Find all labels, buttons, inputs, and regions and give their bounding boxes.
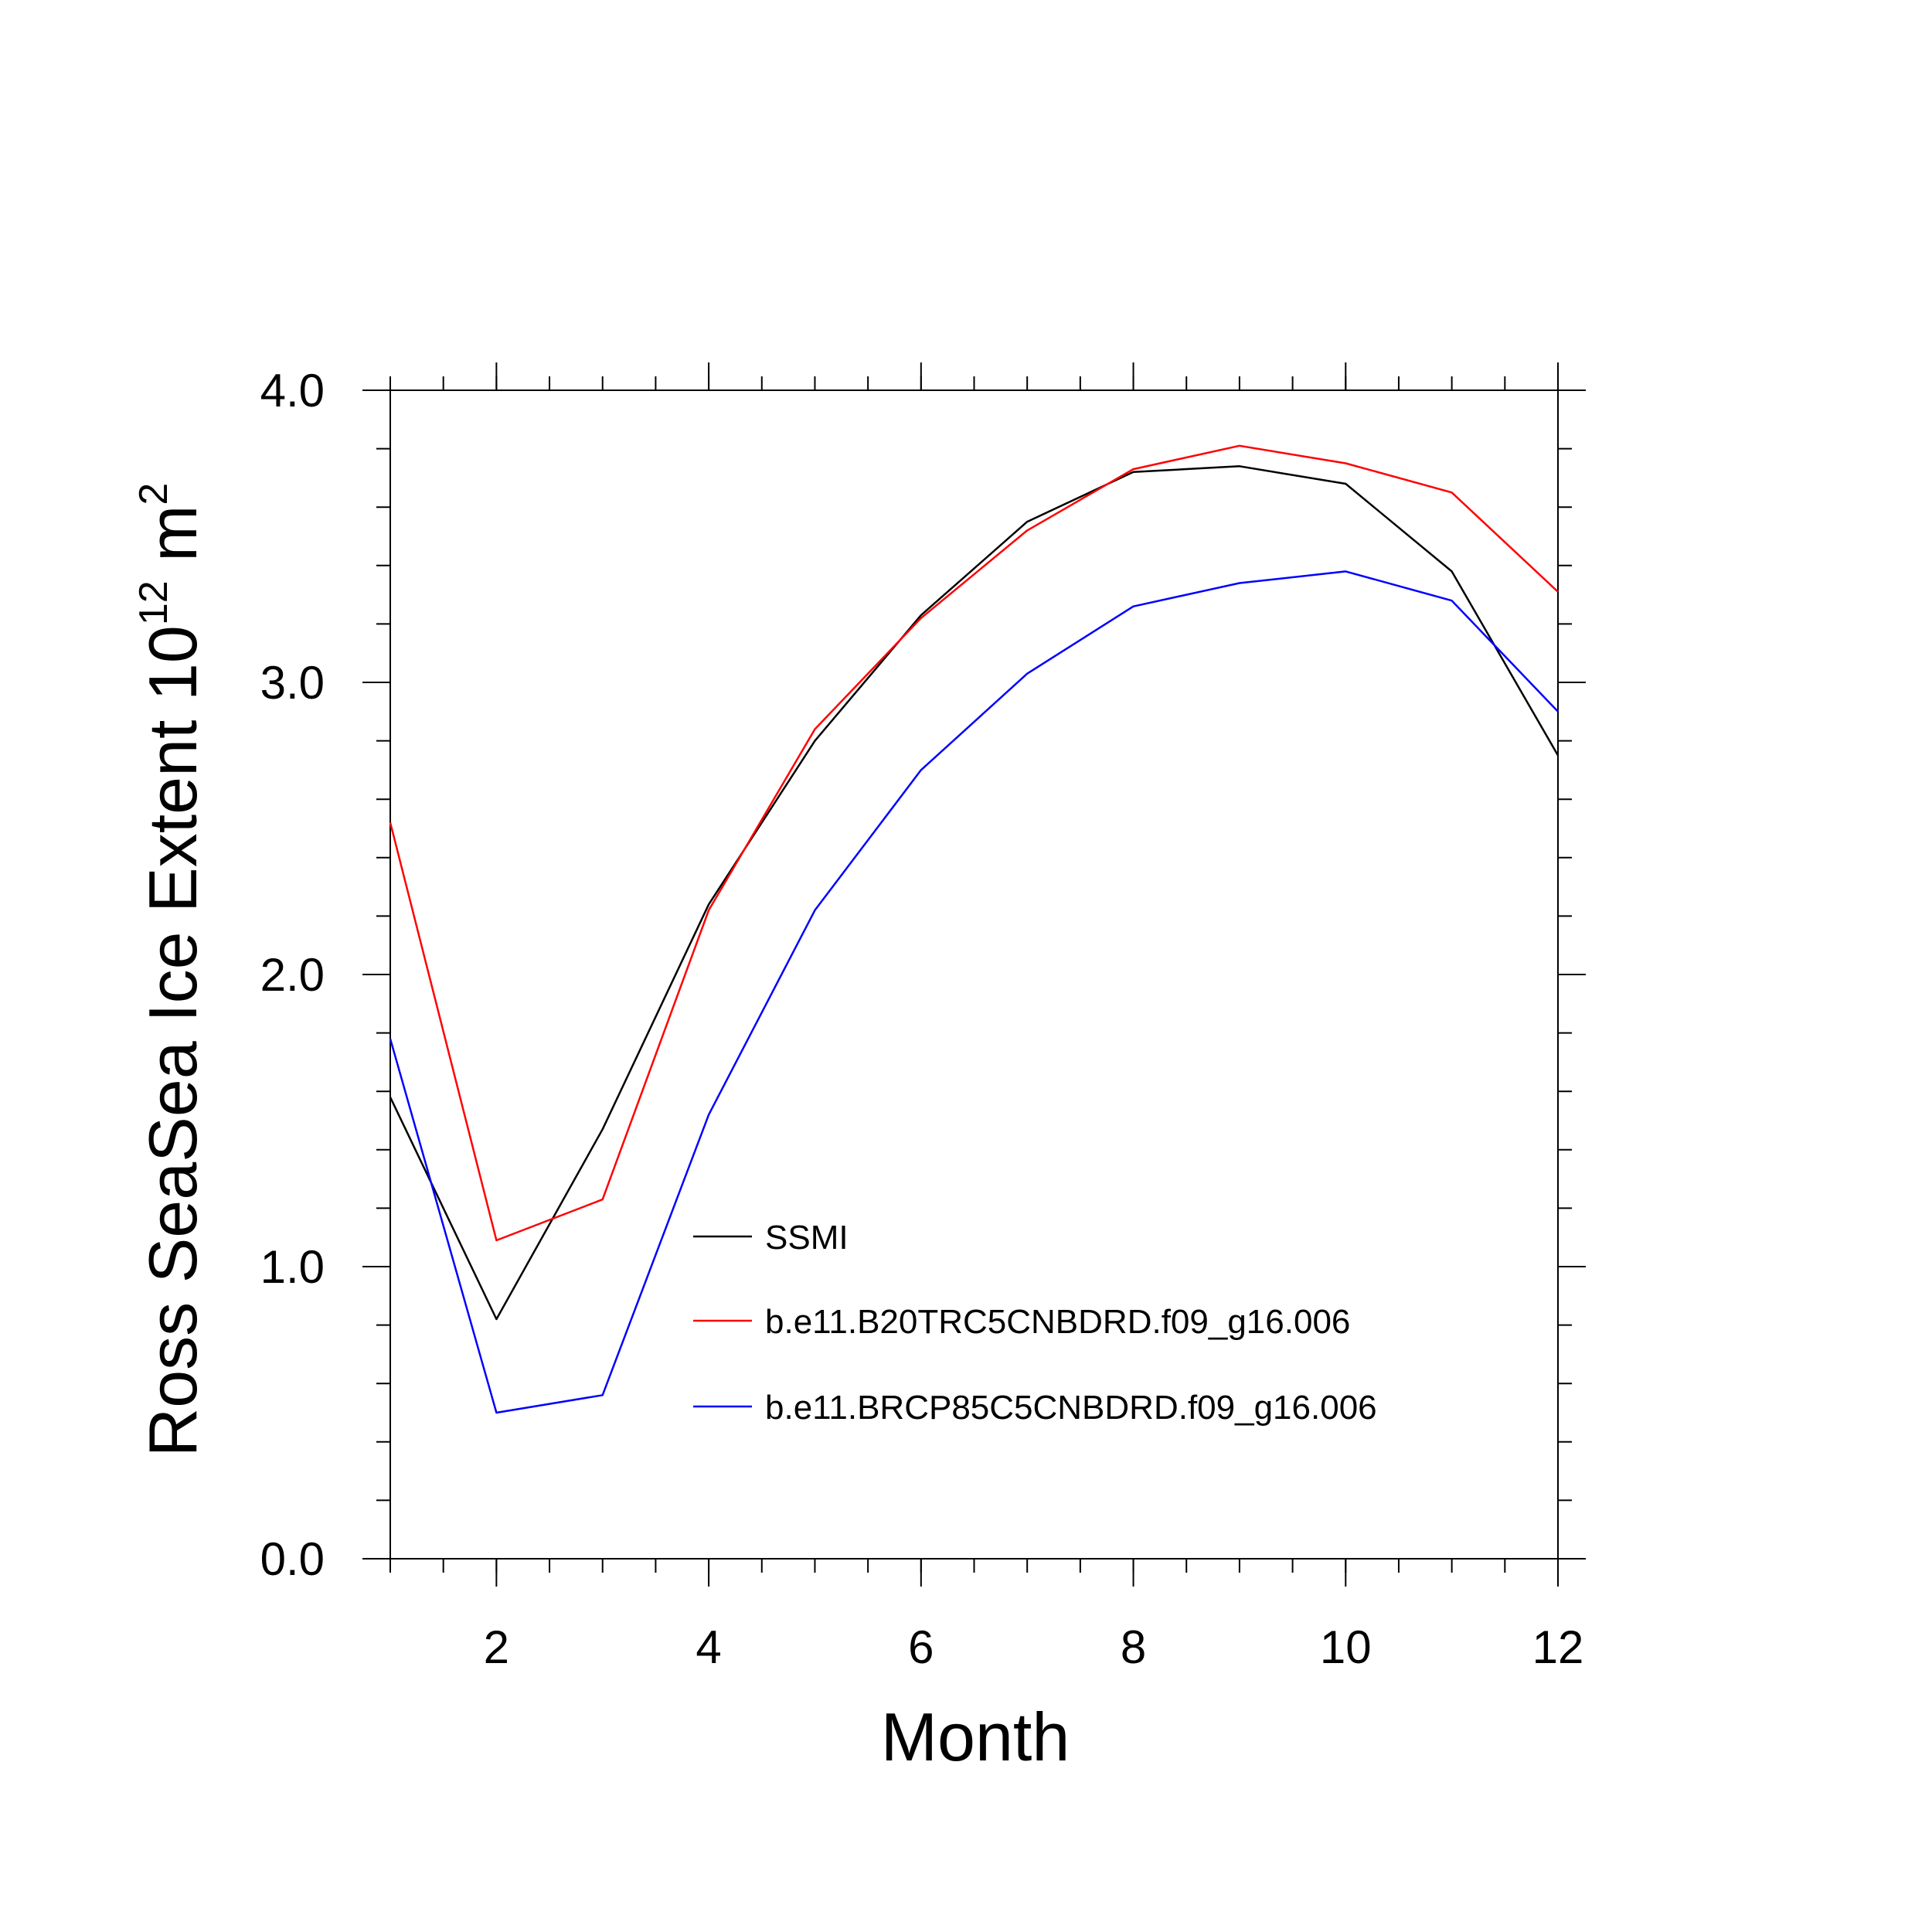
- legend-label-2: b.e11.B20TRC5CNBDRD.f09_g16.006: [765, 1303, 1350, 1341]
- y-axis-title-unit: m: [134, 505, 211, 562]
- major-ticks: [362, 362, 1586, 1587]
- x-tick-labels: 2 4 6 8 10 12: [484, 1621, 1584, 1673]
- y-tick-label: 1.0: [260, 1241, 325, 1293]
- series-line-2: [389, 444, 1559, 1242]
- y-tick-label: 3.0: [260, 657, 325, 709]
- y-axis-title-text: Ross SeaSea Ice Extent 10: [134, 625, 211, 1457]
- series-lines: [389, 444, 1560, 1414]
- legend-label-1: SSMI: [765, 1219, 849, 1257]
- x-tick-label: 6: [908, 1621, 934, 1673]
- y-axis-title-unit-exponent: 2: [131, 483, 176, 505]
- x-tick-label: 2: [484, 1621, 509, 1673]
- y-axis-title-exponent: 12: [131, 580, 176, 625]
- plot-frame: [389, 389, 1559, 1560]
- legend-label-3: b.e11.BRCP85C5CNBDRD.f09_g16.006: [765, 1389, 1377, 1427]
- y-axis-title-space: [134, 562, 211, 580]
- y-tick-labels: 0.0 1.0 2.0 3.0 4.0: [260, 365, 325, 1585]
- x-tick-label: 10: [1320, 1621, 1372, 1673]
- y-tick-label: 0.0: [260, 1533, 325, 1585]
- series-line-3: [389, 570, 1559, 1414]
- x-tick-label: 12: [1532, 1621, 1584, 1673]
- x-tick-label: 4: [696, 1621, 721, 1673]
- x-tick-label: 8: [1121, 1621, 1146, 1673]
- y-tick-label: 4.0: [260, 365, 325, 417]
- x-axis-title: Month: [881, 1699, 1070, 1775]
- y-axis-title: Ross SeaSea Ice Extent 1012 m2: [131, 483, 211, 1458]
- y-tick-label: 2.0: [260, 949, 325, 1001]
- series-line-1: [389, 465, 1560, 1321]
- legend: SSMI b.e11.B20TRC5CNBDRD.f09_g16.006 b.e11…: [693, 1219, 1377, 1427]
